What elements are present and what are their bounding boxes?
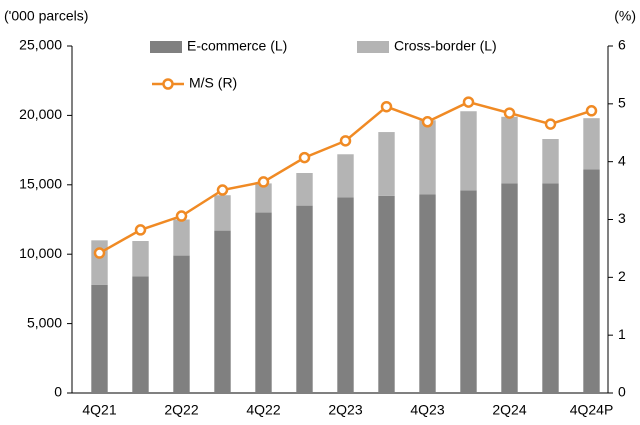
- bar: [214, 230, 231, 393]
- y-tick-label: 15,000: [19, 176, 62, 192]
- line-marker: [380, 100, 393, 113]
- legend-label: Cross-border (L): [394, 38, 497, 54]
- x-tick-label: 2Q23: [328, 402, 362, 418]
- line-marker: [298, 151, 311, 164]
- bar: [91, 240, 108, 285]
- bar: [583, 118, 600, 170]
- y-tick-label: 0: [54, 384, 62, 400]
- bar: [337, 197, 354, 393]
- y-tick-label: 25,000: [19, 37, 62, 53]
- bar: [501, 116, 518, 184]
- bar: [173, 255, 190, 393]
- y2-tick-label: 3: [618, 210, 626, 226]
- bar: [501, 183, 518, 393]
- line-marker: [134, 224, 147, 236]
- bar: [460, 190, 477, 393]
- y-axis-title: ('000 parcels): [4, 8, 88, 24]
- x-tick-label: 2Q24: [492, 402, 526, 418]
- bar: [378, 195, 395, 393]
- bar: [378, 132, 395, 196]
- bar: [542, 183, 559, 393]
- line-marker: [585, 105, 598, 117]
- line-marker: [175, 210, 188, 222]
- x-tick-label: 2Q22: [164, 402, 198, 418]
- legend-marker: [162, 78, 174, 90]
- x-tick-label: 4Q22: [246, 402, 280, 418]
- x-tick-label: 4Q23: [410, 402, 444, 418]
- line-marker: [216, 184, 229, 196]
- legend-swatch: [357, 41, 389, 53]
- bar: [337, 154, 354, 198]
- x-tick-label: 4Q21: [82, 402, 116, 418]
- bar: [542, 138, 559, 184]
- legend-swatch: [150, 41, 182, 53]
- y2-tick-label: 4: [618, 152, 626, 168]
- y2-tick-label: 0: [618, 384, 626, 400]
- bar: [132, 241, 149, 277]
- bar: [296, 205, 313, 393]
- y-tick-label: 5,000: [27, 314, 62, 330]
- y-tick-label: 10,000: [19, 245, 62, 261]
- legend-label: E-commerce (L): [187, 38, 287, 54]
- legend-label: M/S (R): [189, 75, 237, 91]
- y2-tick-label: 2: [618, 268, 626, 284]
- bar: [173, 219, 190, 256]
- bar: [255, 212, 272, 393]
- bar: [460, 111, 477, 191]
- y-tick-label: 20,000: [19, 106, 62, 122]
- bar: [91, 284, 108, 393]
- y2-axis-title: (%): [614, 8, 636, 24]
- line-marker: [93, 247, 106, 259]
- x-tick-label: 4Q24P: [570, 402, 614, 418]
- bar: [214, 195, 231, 231]
- y2-tick-label: 1: [618, 326, 626, 342]
- line-marker: [339, 135, 352, 147]
- y2-tick-label: 5: [618, 95, 626, 111]
- line-marker: [421, 116, 434, 128]
- bar: [132, 276, 149, 393]
- bar: [419, 120, 436, 195]
- line-marker: [544, 118, 557, 130]
- line-marker: [503, 107, 516, 119]
- bar: [296, 173, 313, 206]
- bar: [419, 194, 436, 393]
- y2-tick-label: 6: [618, 37, 626, 53]
- bar: [583, 169, 600, 393]
- bar: [255, 183, 272, 213]
- line-marker: [257, 176, 270, 188]
- line-marker: [462, 96, 475, 108]
